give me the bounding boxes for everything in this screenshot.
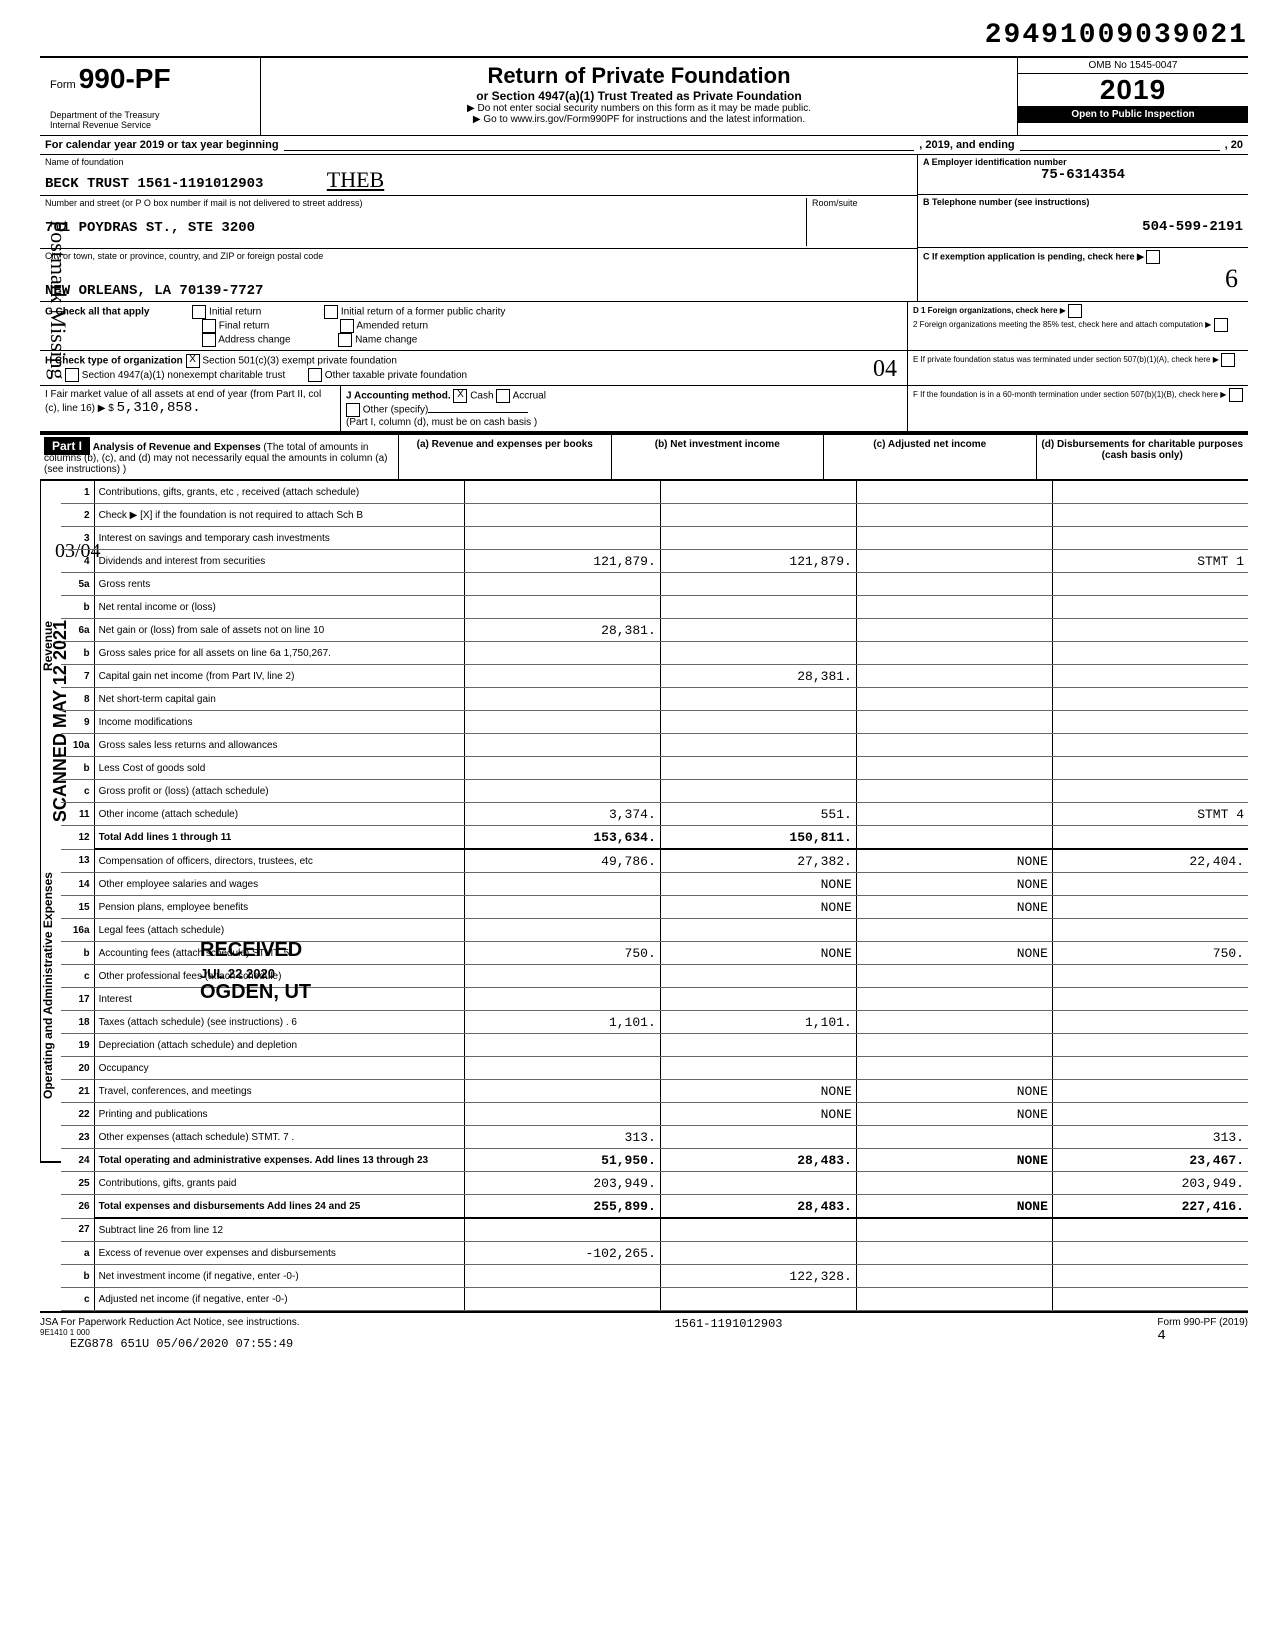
col-b-head: (b) Net investment income	[611, 435, 824, 479]
table-row: 9Income modifications	[61, 711, 1248, 734]
form-title: Return of Private Foundation	[271, 63, 1007, 89]
table-row: 6aNet gain or (loss) from sale of assets…	[61, 619, 1248, 642]
table-row: 15Pension plans, employee benefitsNONENO…	[61, 896, 1248, 919]
form-header: Form 990-PF Department of the Treasury I…	[40, 56, 1248, 136]
table-row: 20Occupancy	[61, 1057, 1248, 1080]
form-note1: ▶ Do not enter social security numbers o…	[271, 103, 1007, 114]
handwritten-six: 6	[1225, 264, 1238, 294]
table-row: bGross sales price for all assets on lin…	[61, 642, 1248, 665]
table-row: 14Other employee salaries and wagesNONEN…	[61, 873, 1248, 896]
foundation-name-row: Name of foundation BECK TRUST 1561-11910…	[40, 155, 917, 196]
section-d: D 1 Foreign organizations, check here ▶ …	[907, 302, 1248, 350]
table-row: 11Other income (attach schedule)3,374.55…	[61, 803, 1248, 826]
omb-number: OMB No 1545-0047	[1018, 58, 1248, 74]
section-h: H Check type of organization X Section 5…	[40, 351, 907, 385]
handwritten-theb: THEB	[327, 167, 384, 192]
table-row: cGross profit or (loss) (attach schedule…	[61, 780, 1248, 803]
table-row: cAdjusted net income (if negative, enter…	[61, 1288, 1248, 1311]
section-e: E If private foundation status was termi…	[907, 351, 1248, 385]
received-stamp: RECEIVED JUL 22 2020 OGDEN, UT	[200, 939, 311, 1004]
table-row: 10aGross sales less returns and allowanc…	[61, 734, 1248, 757]
table-row: 26Total expenses and disbursements Add l…	[61, 1195, 1248, 1219]
section-g: G Check all that apply Initial return In…	[40, 302, 907, 350]
ein-row: A Employer identification number 75-6314…	[918, 155, 1248, 195]
part1-table: 1Contributions, gifts, grants, etc , rec…	[61, 481, 1248, 1311]
dept-text: Department of the Treasury Internal Reve…	[50, 110, 250, 130]
form-number: Form 990-PF	[50, 63, 250, 95]
table-row: 13Compensation of officers, directors, t…	[61, 849, 1248, 873]
city-row: City or town, state or province, country…	[40, 249, 917, 301]
table-row: 22Printing and publicationsNONENONE	[61, 1103, 1248, 1126]
table-row: 19Depreciation (attach schedule) and dep…	[61, 1034, 1248, 1057]
table-row: 5aGross rents	[61, 573, 1248, 596]
section-f: F If the foundation is in a 60-month ter…	[908, 386, 1248, 431]
table-row: 21Travel, conferences, and meetingsNONEN…	[61, 1080, 1248, 1103]
table-row: aExcess of revenue over expenses and dis…	[61, 1242, 1248, 1265]
table-row: 2Check ▶ [X] if the foundation is not re…	[61, 504, 1248, 527]
handwritten-04: 04	[873, 356, 897, 383]
exemption-row: C If exemption application is pending, c…	[918, 248, 1248, 300]
section-i: I Fair market value of all assets at end…	[40, 386, 341, 431]
table-row: 27Subtract line 26 from line 12	[61, 1218, 1248, 1242]
table-row: 8Net short-term capital gain	[61, 688, 1248, 711]
footer: JSA For Paperwork Reduction Act Notice, …	[40, 1313, 1248, 1351]
form-note2: ▶ Go to www.irs.gov/Form990PF for instru…	[271, 114, 1007, 125]
tracking-number: 29491009039021	[40, 20, 1248, 51]
revenue-label: Revenue	[40, 481, 61, 811]
table-row: 4Dividends and interest from securities1…	[61, 550, 1248, 573]
table-row: bLess Cost of goods sold	[61, 757, 1248, 780]
table-row: 24Total operating and administrative exp…	[61, 1149, 1248, 1172]
table-row: 1Contributions, gifts, grants, etc , rec…	[61, 481, 1248, 504]
table-row: 12Total Add lines 1 through 11153,634.15…	[61, 826, 1248, 850]
phone-row: B Telephone number (see instructions) 50…	[918, 195, 1248, 248]
col-a-head: (a) Revenue and expenses per books	[398, 435, 611, 479]
table-row: 3Interest on savings and temporary cash …	[61, 527, 1248, 550]
table-row: 18Taxes (attach schedule) (see instructi…	[61, 1011, 1248, 1034]
col-d-head: (d) Disbursements for charitable purpose…	[1036, 435, 1249, 479]
section-j: J Accounting method. X Cash Accrual Othe…	[341, 386, 908, 431]
inspection-label: Open to Public Inspection	[1018, 106, 1248, 123]
table-row: bNet rental income or (loss)	[61, 596, 1248, 619]
form-subtitle: or Section 4947(a)(1) Trust Treated as P…	[271, 89, 1007, 103]
table-row: bNet investment income (if negative, ent…	[61, 1265, 1248, 1288]
form-year: 2019	[1018, 74, 1248, 106]
table-row: 25Contributions, gifts, grants paid203,9…	[61, 1172, 1248, 1195]
expenses-label: Operating and Administrative Expenses	[40, 811, 61, 1163]
table-row: 23Other expenses (attach schedule) STMT.…	[61, 1126, 1248, 1149]
table-row: 7Capital gain net income (from Part IV, …	[61, 665, 1248, 688]
street-row: Number and street (or P O box number if …	[40, 196, 917, 249]
col-c-head: (c) Adjusted net income	[823, 435, 1036, 479]
calendar-year-row: For calendar year 2019 or tax year begin…	[40, 136, 1248, 155]
part1-header: Part I Analysis of Revenue and Expenses …	[40, 433, 1248, 481]
